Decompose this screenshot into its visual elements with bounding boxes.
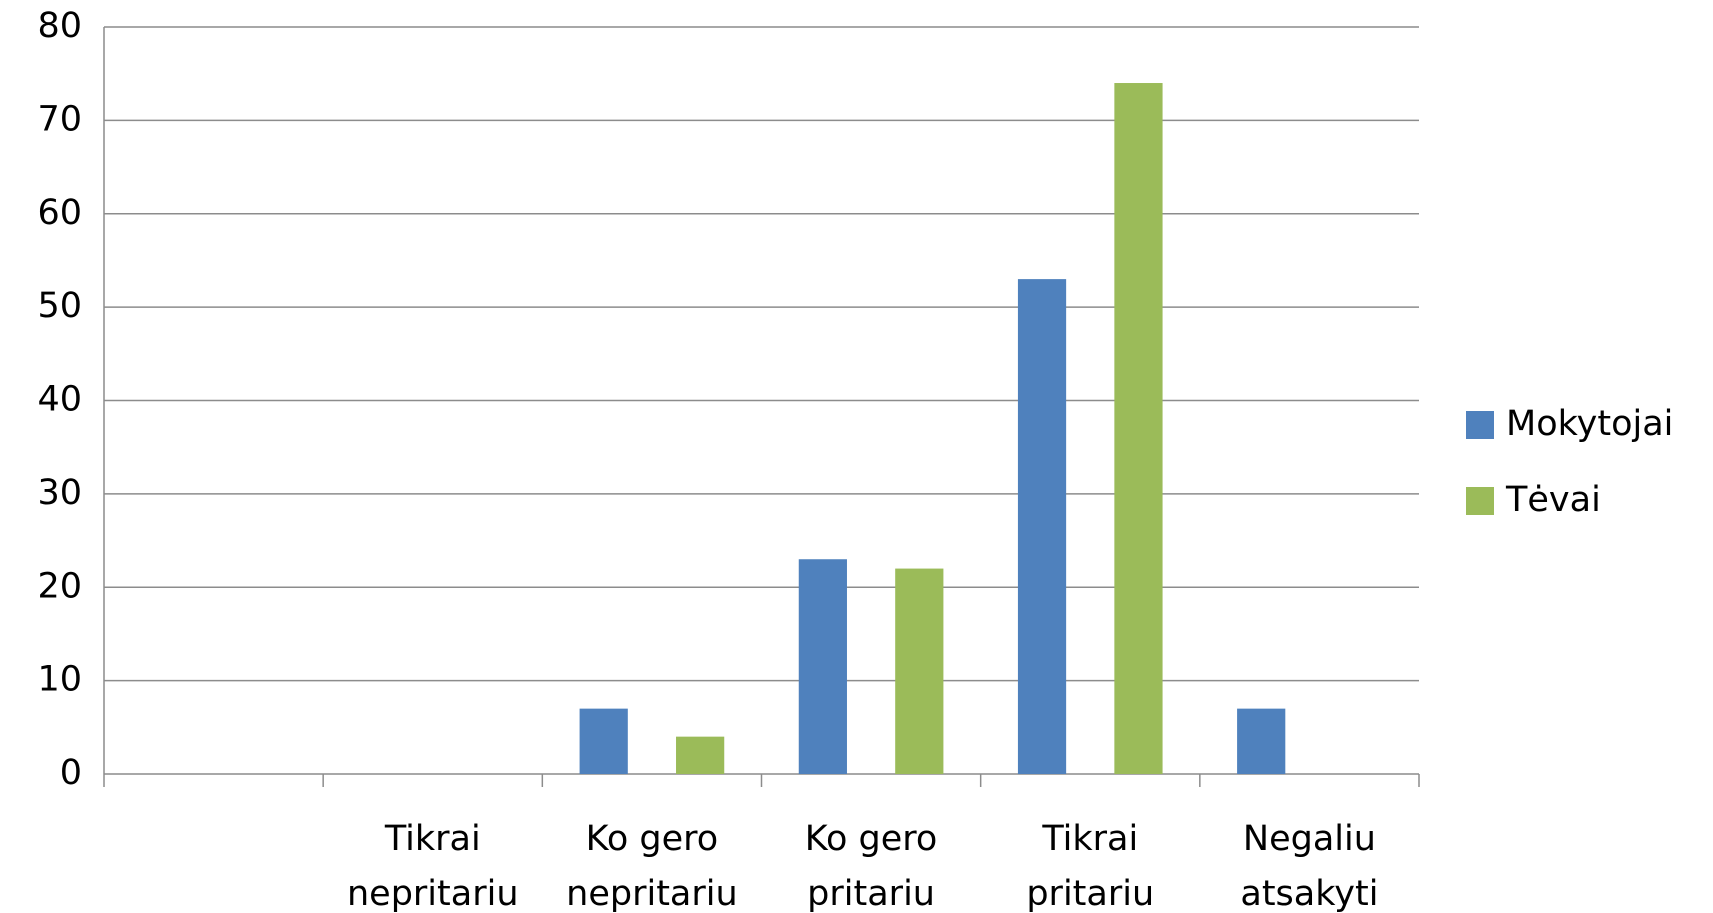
bar	[1114, 83, 1163, 774]
x-tick-label: pritariu	[1026, 874, 1154, 913]
x-tick-label: pritariu	[807, 874, 935, 913]
legend-label: Mokytojai	[1506, 404, 1673, 444]
x-tick-label: Ko gero	[805, 819, 938, 859]
legend-swatch	[1466, 411, 1494, 439]
x-tick-label: Ko gero	[586, 819, 719, 859]
bar	[676, 736, 725, 774]
y-tick-label: 80	[37, 6, 82, 46]
y-tick-label: 20	[37, 566, 82, 606]
x-tick-label: Tikrai	[1041, 819, 1138, 859]
x-tick-label: nepritariu	[347, 874, 519, 913]
y-tick-label: 40	[37, 380, 82, 420]
y-tick-label: 10	[37, 660, 82, 700]
bar	[798, 559, 847, 774]
y-tick-label: 70	[37, 99, 82, 139]
x-tick-label: Negaliu	[1243, 819, 1376, 859]
legend-label: Tėvai	[1505, 480, 1601, 520]
bar	[1237, 708, 1286, 774]
y-tick-label: 50	[37, 286, 82, 326]
bar	[895, 568, 944, 774]
y-tick-label: 0	[60, 753, 82, 793]
bar	[579, 708, 628, 774]
x-tick-label: atsakyti	[1240, 874, 1378, 913]
y-tick-label: 30	[37, 473, 82, 513]
x-tick-label: Tikrai	[384, 819, 481, 859]
x-tick-label: nepritariu	[566, 874, 738, 913]
y-tick-label: 60	[37, 193, 82, 233]
legend-swatch	[1466, 487, 1494, 515]
bar	[1017, 279, 1067, 774]
